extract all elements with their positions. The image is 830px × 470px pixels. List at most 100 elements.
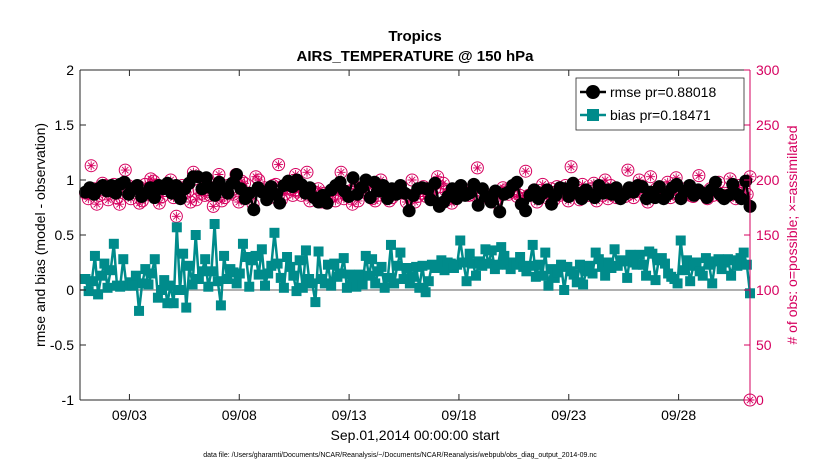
bias-point — [134, 305, 145, 316]
legend-box — [575, 77, 745, 131]
bias-point — [556, 259, 567, 270]
bias-point — [294, 255, 305, 266]
rmse-point — [726, 177, 740, 191]
bias-point — [414, 282, 425, 293]
bias-point — [222, 274, 233, 284]
bias-point — [625, 249, 636, 260]
obs-assimilated-marker — [279, 189, 289, 199]
bias-point — [285, 261, 296, 272]
obs-point — [84, 159, 98, 173]
bias-point — [452, 259, 463, 270]
bias-point — [282, 252, 293, 262]
bias-point — [546, 264, 557, 275]
bias-point — [275, 272, 286, 283]
bias-point — [89, 250, 100, 261]
bias-point — [578, 279, 589, 290]
bias-point — [678, 265, 689, 276]
obs-assimilated-marker — [115, 199, 125, 209]
obs-assimilated-marker — [694, 171, 704, 181]
bias-point — [486, 245, 497, 256]
bias-point — [105, 265, 116, 276]
obs-assimilated-marker — [134, 198, 144, 208]
legend: rmse pr=0.88018 bias pr=0.18471 — [575, 77, 745, 131]
bias-point — [656, 253, 667, 264]
rmse-point — [148, 191, 162, 205]
bias-point — [263, 268, 274, 279]
bias-point — [530, 271, 541, 282]
obs-possible-marker — [564, 160, 578, 174]
obs-possible-marker — [644, 170, 658, 184]
obs-point — [118, 163, 132, 177]
bias-point — [178, 248, 189, 259]
bias-point — [606, 263, 617, 273]
bias-point — [533, 259, 544, 270]
bias-point — [212, 276, 223, 287]
rmse-point — [739, 174, 753, 188]
bias-point — [398, 274, 409, 284]
bias-point — [376, 261, 387, 272]
rmse-point — [484, 195, 498, 209]
bias-point — [672, 278, 683, 289]
obs-point — [644, 170, 658, 184]
bias-point — [319, 278, 330, 289]
bias-point — [260, 280, 271, 291]
obs-assimilated-marker — [407, 175, 417, 185]
legend-bias-label: bias pr=0.18471 — [610, 107, 711, 123]
bias-point — [515, 252, 526, 262]
rmse-point — [346, 171, 360, 185]
bias-point — [363, 270, 374, 281]
bias-point — [433, 261, 444, 272]
bias-point — [297, 282, 308, 293]
bias-point — [193, 274, 204, 284]
bias-point — [181, 302, 192, 313]
bias-point — [241, 252, 252, 262]
axes-layer: -1 -0.5 0 0.5 1 1.5 2 0 50 100 150 200 250 300 09/03 09… — [50, 62, 780, 423]
bias-point — [726, 270, 737, 281]
obs-assimilated-marker — [146, 174, 156, 184]
bias-point — [590, 247, 601, 258]
bias-point — [631, 259, 642, 270]
x-tick-label: 09/13 — [332, 407, 367, 423]
bias-point — [675, 235, 686, 246]
bias-point — [404, 278, 415, 289]
obs-assimilated-marker — [600, 175, 610, 185]
obs-possible-marker — [84, 159, 98, 173]
bias-point — [729, 255, 740, 266]
y-tick-label: 2 — [66, 62, 74, 78]
bias-point — [360, 250, 371, 261]
bias-point — [228, 267, 239, 278]
obs-point — [692, 169, 706, 183]
bias-point — [685, 276, 696, 287]
obs-assimilated-marker — [157, 192, 167, 201]
obs-point — [206, 199, 220, 213]
bias-point — [647, 248, 658, 259]
bias-point — [345, 269, 356, 280]
bias-point — [511, 259, 522, 270]
obs-assimilated-marker — [288, 190, 298, 200]
bias-point — [467, 258, 478, 269]
y-tick-label: 1 — [66, 172, 74, 188]
bias-point — [741, 259, 752, 270]
bias-point — [411, 261, 422, 272]
bias-point — [370, 278, 381, 289]
obs-possible-marker — [519, 164, 533, 178]
rmse-point — [199, 171, 213, 185]
bias-point — [549, 272, 560, 283]
rmse-point — [130, 179, 144, 192]
bias-point — [461, 276, 472, 287]
bias-point — [93, 289, 104, 300]
bias-point — [80, 274, 91, 284]
bias-point — [697, 270, 708, 281]
bias-point — [600, 270, 611, 281]
obs-assimilated-marker — [154, 198, 164, 208]
bias-point — [524, 260, 535, 271]
obs-point — [564, 160, 578, 174]
bias-point — [367, 254, 378, 265]
bias-point — [483, 258, 494, 269]
y-right-tick-label: 50 — [756, 337, 772, 353]
y-tick-label: -0.5 — [50, 337, 74, 353]
obs-point — [470, 161, 484, 175]
bias-point — [464, 248, 475, 259]
bias-point — [559, 285, 570, 295]
bias-point — [458, 257, 469, 268]
